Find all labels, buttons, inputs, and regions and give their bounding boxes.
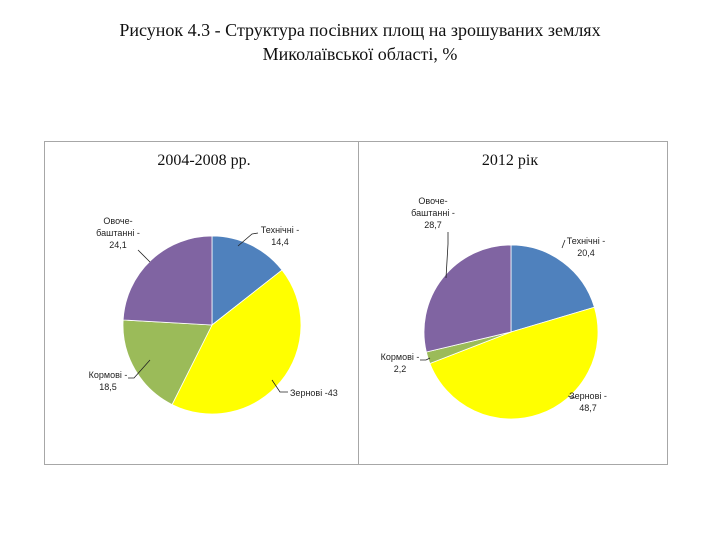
pie-leader-1-2 <box>420 357 431 361</box>
pie-label-1-2: Кормові -2,2 <box>381 352 420 374</box>
pie-leader-0-3 <box>137 249 151 263</box>
pie-label-0-2: Кормові -18,5 <box>89 370 128 392</box>
pie-leader-0-2 <box>128 359 151 379</box>
pie-leader-1-0 <box>561 239 566 249</box>
pie-title-0: 2004-2008 рр. <box>157 152 250 169</box>
pie-leader-1-1 <box>567 395 576 399</box>
page-title-line-1: Рисунок 4.3 - Структура посівних площ на… <box>119 20 601 40</box>
pie-label-1-1: Зернові -48,7 <box>569 391 607 413</box>
page-title-line-2: Миколаївської області, % <box>262 44 458 64</box>
pie-slice-0-1 <box>171 269 302 415</box>
pie-slice-0-3 <box>122 235 213 326</box>
pie-label-0-1: Зернові -43 <box>290 388 338 398</box>
page-title: Рисунок 4.3 - Структура посівних площ на… <box>0 18 720 66</box>
pie-title-1: 2012 рік <box>482 152 538 169</box>
pie-leader-1-3 <box>445 232 449 279</box>
pie-leader-0-1 <box>271 379 288 393</box>
pie-label-1-0: Технічні -20,4 <box>567 236 605 258</box>
pie-slice-1-0 <box>510 244 595 333</box>
pie-slice-1-1 <box>429 306 599 420</box>
pie-slice-1-3 <box>423 244 512 353</box>
chart-divider <box>358 141 359 465</box>
pie-label-0-3: Овоче-баштанні -24,1 <box>96 216 140 250</box>
pie-slice-0-0 <box>211 235 283 326</box>
pie-leader-0-0 <box>237 232 259 247</box>
pie-label-1-3: Овоче-баштанні -28,7 <box>411 196 455 230</box>
pie-slice-0-2 <box>122 319 213 406</box>
pie-label-0-0: Технічні -14,4 <box>261 225 299 247</box>
chart-frame <box>44 141 668 465</box>
